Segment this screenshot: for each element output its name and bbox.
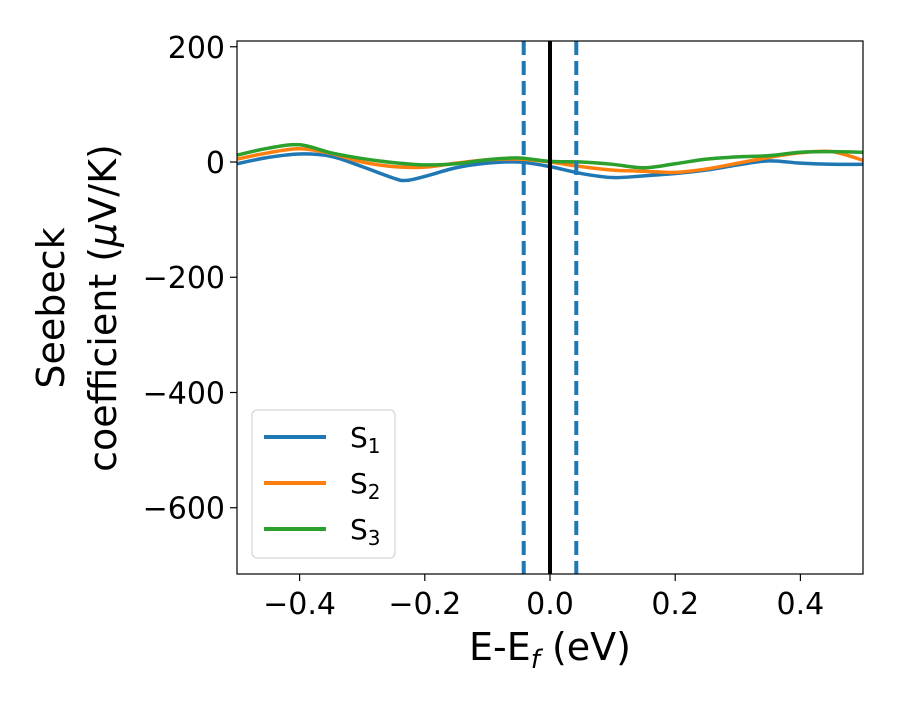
x-tick-label: 0.4 [777, 587, 825, 622]
x-axis-title: E-Ef (eV) [469, 625, 631, 675]
x-tick-label: 0.2 [651, 587, 699, 622]
series-line-s1 [237, 152, 863, 183]
x-tick-label: −0.2 [388, 587, 461, 622]
x-tick-label: −0.4 [263, 587, 336, 622]
legend-label-s1: S1 [350, 421, 381, 458]
x-tick-label: 0.0 [526, 587, 574, 622]
y-tick-label: 200 [168, 31, 225, 66]
y-tick-label: −400 [143, 376, 225, 411]
legend-label-s3: S3 [350, 513, 381, 550]
y-axis-title-line1: Seebeck [29, 227, 73, 388]
y-tick-label: 0 [206, 146, 225, 181]
legend-label-s2: S2 [350, 467, 381, 504]
y-axis-title: Seebeck coefficient (μV/K) [29, 144, 125, 472]
y-tick-label: −600 [143, 492, 225, 527]
y-axis-title-line2: coefficient (μV/K) [81, 144, 125, 472]
legend: S1 S2 S3 [251, 409, 396, 559]
y-tick-label: −200 [143, 261, 225, 296]
